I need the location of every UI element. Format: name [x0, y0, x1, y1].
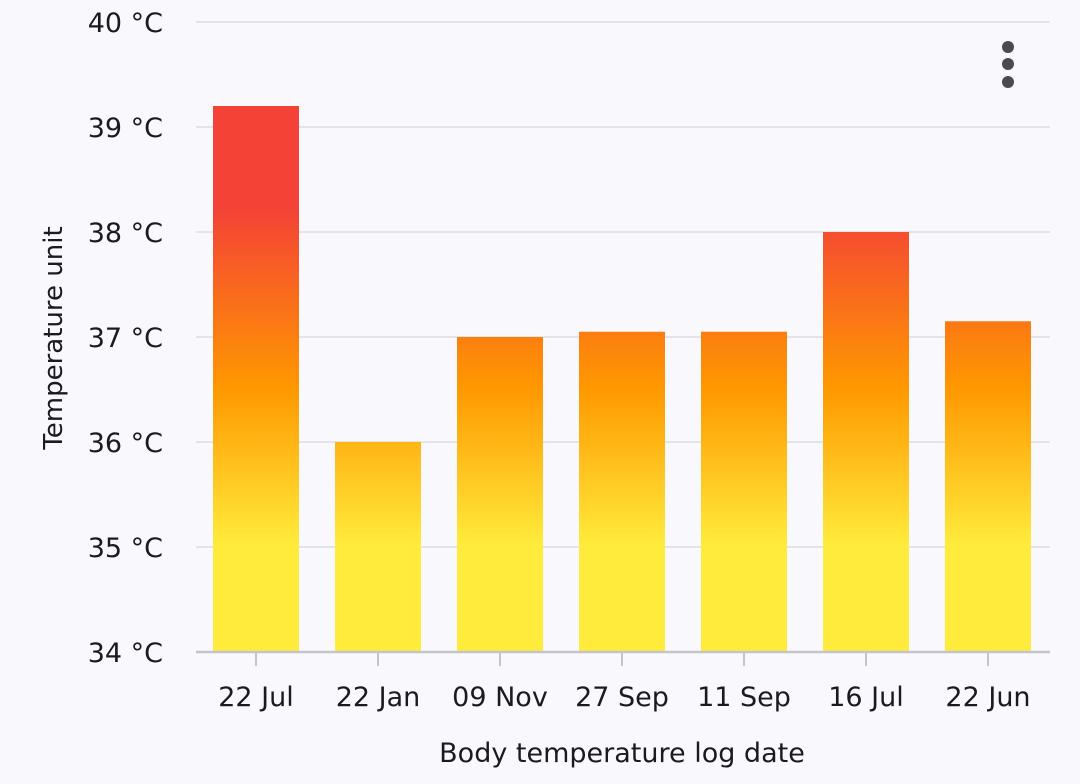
x-tick-label: 09 Nov [452, 682, 548, 713]
bars [213, 106, 1031, 652]
y-tick-label: 34 °C [88, 638, 163, 669]
bar[interactable] [335, 442, 421, 652]
y-tick-label: 39 °C [88, 113, 163, 144]
bar[interactable] [213, 106, 299, 652]
bar[interactable] [945, 321, 1031, 652]
more-options-button[interactable] [990, 36, 1026, 92]
y-axis-title: Temperature unit [39, 226, 69, 450]
x-tick-label: 27 Sep [575, 682, 669, 713]
x-tick-labels: 22 Jul 22 Jan 09 Nov 27 Sep 11 Sep 16 Jul 22 J… [218, 682, 1030, 713]
x-axis-title: Body temperature log date [439, 738, 805, 769]
y-tick-label: 37 °C [88, 323, 163, 354]
x-tick-label: 22 Jul [218, 682, 294, 713]
y-tick-label: 38 °C [88, 218, 163, 249]
bar[interactable] [579, 331, 665, 652]
x-axis [196, 650, 1050, 666]
y-tick-labels: 34 °C 35 °C 36 °C 37 °C 38 °C 39 °C 40 °C [88, 8, 163, 669]
y-tick-label: 36 °C [88, 428, 163, 459]
x-tick-label: 11 Sep [697, 682, 791, 713]
x-tick-label: 16 Jul [828, 682, 904, 713]
x-tick-label: 22 Jan [336, 682, 421, 713]
y-tick-label: 40 °C [88, 8, 163, 39]
bar[interactable] [701, 331, 787, 652]
x-tick-label: 22 Jun [945, 682, 1030, 713]
bar[interactable] [457, 337, 543, 652]
bar[interactable] [823, 232, 909, 652]
y-tick-label: 35 °C [88, 533, 163, 564]
